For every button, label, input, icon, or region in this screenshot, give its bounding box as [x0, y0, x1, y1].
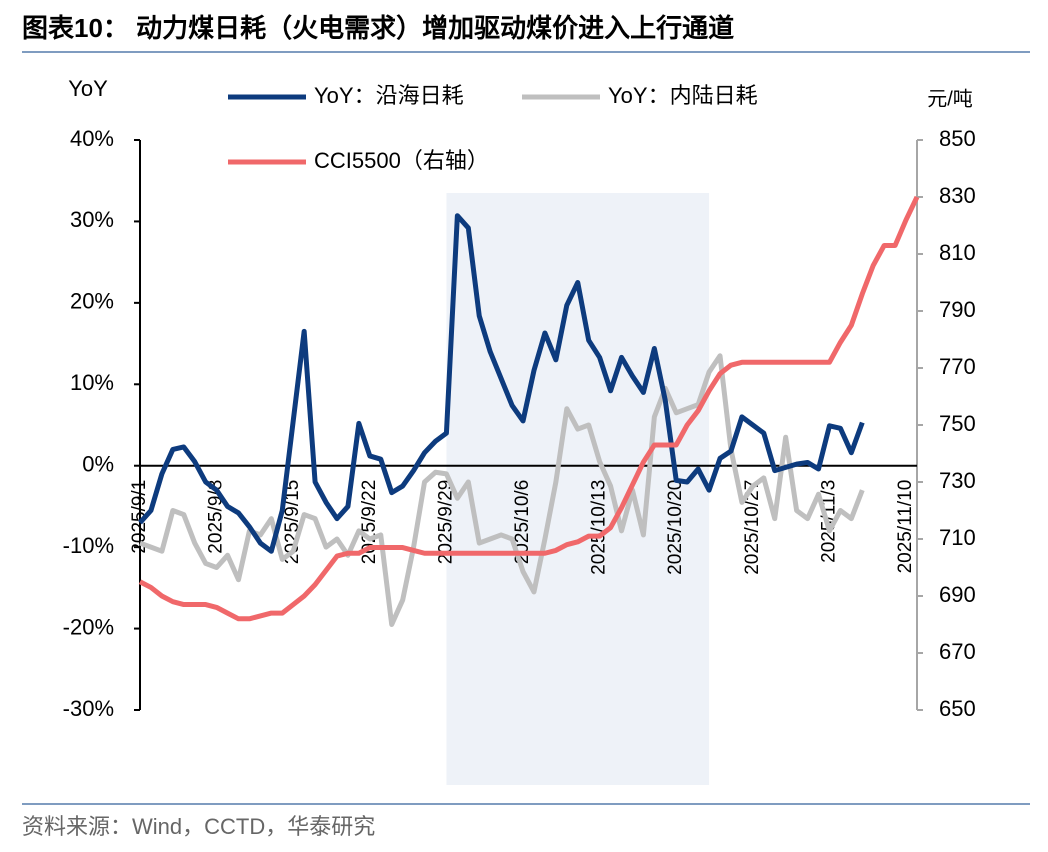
y2-tick-label: 790: [939, 297, 976, 322]
y2-tick-label: 850: [939, 126, 976, 151]
series-line: [139, 353, 865, 627]
x-tick-label: 2025/11/10: [895, 480, 916, 574]
x-tick-label: 2025/9/1: [129, 480, 150, 554]
y-tick-label: 40%: [70, 126, 114, 151]
y-tick-label: 0%: [82, 452, 114, 477]
y2-tick-label: 770: [939, 354, 976, 379]
y-axis-label: YoY: [68, 76, 108, 101]
legend-label: YoY：内陆日耗: [608, 83, 758, 108]
series-line: [138, 213, 865, 554]
y-tick-label: 30%: [70, 207, 114, 232]
y2-tick-label: 690: [939, 582, 976, 607]
y-tick-label: -10%: [63, 533, 114, 558]
source: 资料来源：Wind，CCTD，华泰研究: [22, 814, 375, 839]
y-tick-label: 10%: [70, 370, 114, 395]
legend-label: YoY：沿海日耗: [314, 83, 464, 108]
y2-tick-label: 810: [939, 240, 976, 265]
x-tick-label: 2025/10/6: [512, 480, 533, 565]
y2-axis-label: 元/吨: [927, 87, 973, 110]
x-tick-label: 2025/10/27: [742, 480, 763, 575]
y2-tick-label: 750: [939, 411, 976, 436]
chart-title: 图表10： 动力煤日耗（火电需求）增加驱动煤价进入上行通道: [22, 13, 734, 43]
x-tick-label: 2025/10/13: [589, 480, 610, 575]
y2-tick-label: 710: [939, 525, 976, 550]
x-tick-label: 2025/9/22: [359, 480, 380, 565]
x-tick-label: 2025/10/20: [665, 480, 686, 575]
y2-tick-label: 650: [939, 696, 976, 721]
y-tick-label: -20%: [63, 614, 114, 639]
y-tick-label: 20%: [70, 289, 114, 314]
y2-tick-label: 730: [939, 468, 976, 493]
y-tick-label: -30%: [63, 696, 114, 721]
y2-tick-label: 830: [939, 183, 976, 208]
series-line: [138, 195, 920, 622]
y2-tick-label: 670: [939, 639, 976, 664]
legend-label: CCI5500（右轴）: [314, 148, 489, 173]
x-tick-label: 2025/9/29: [435, 480, 456, 565]
